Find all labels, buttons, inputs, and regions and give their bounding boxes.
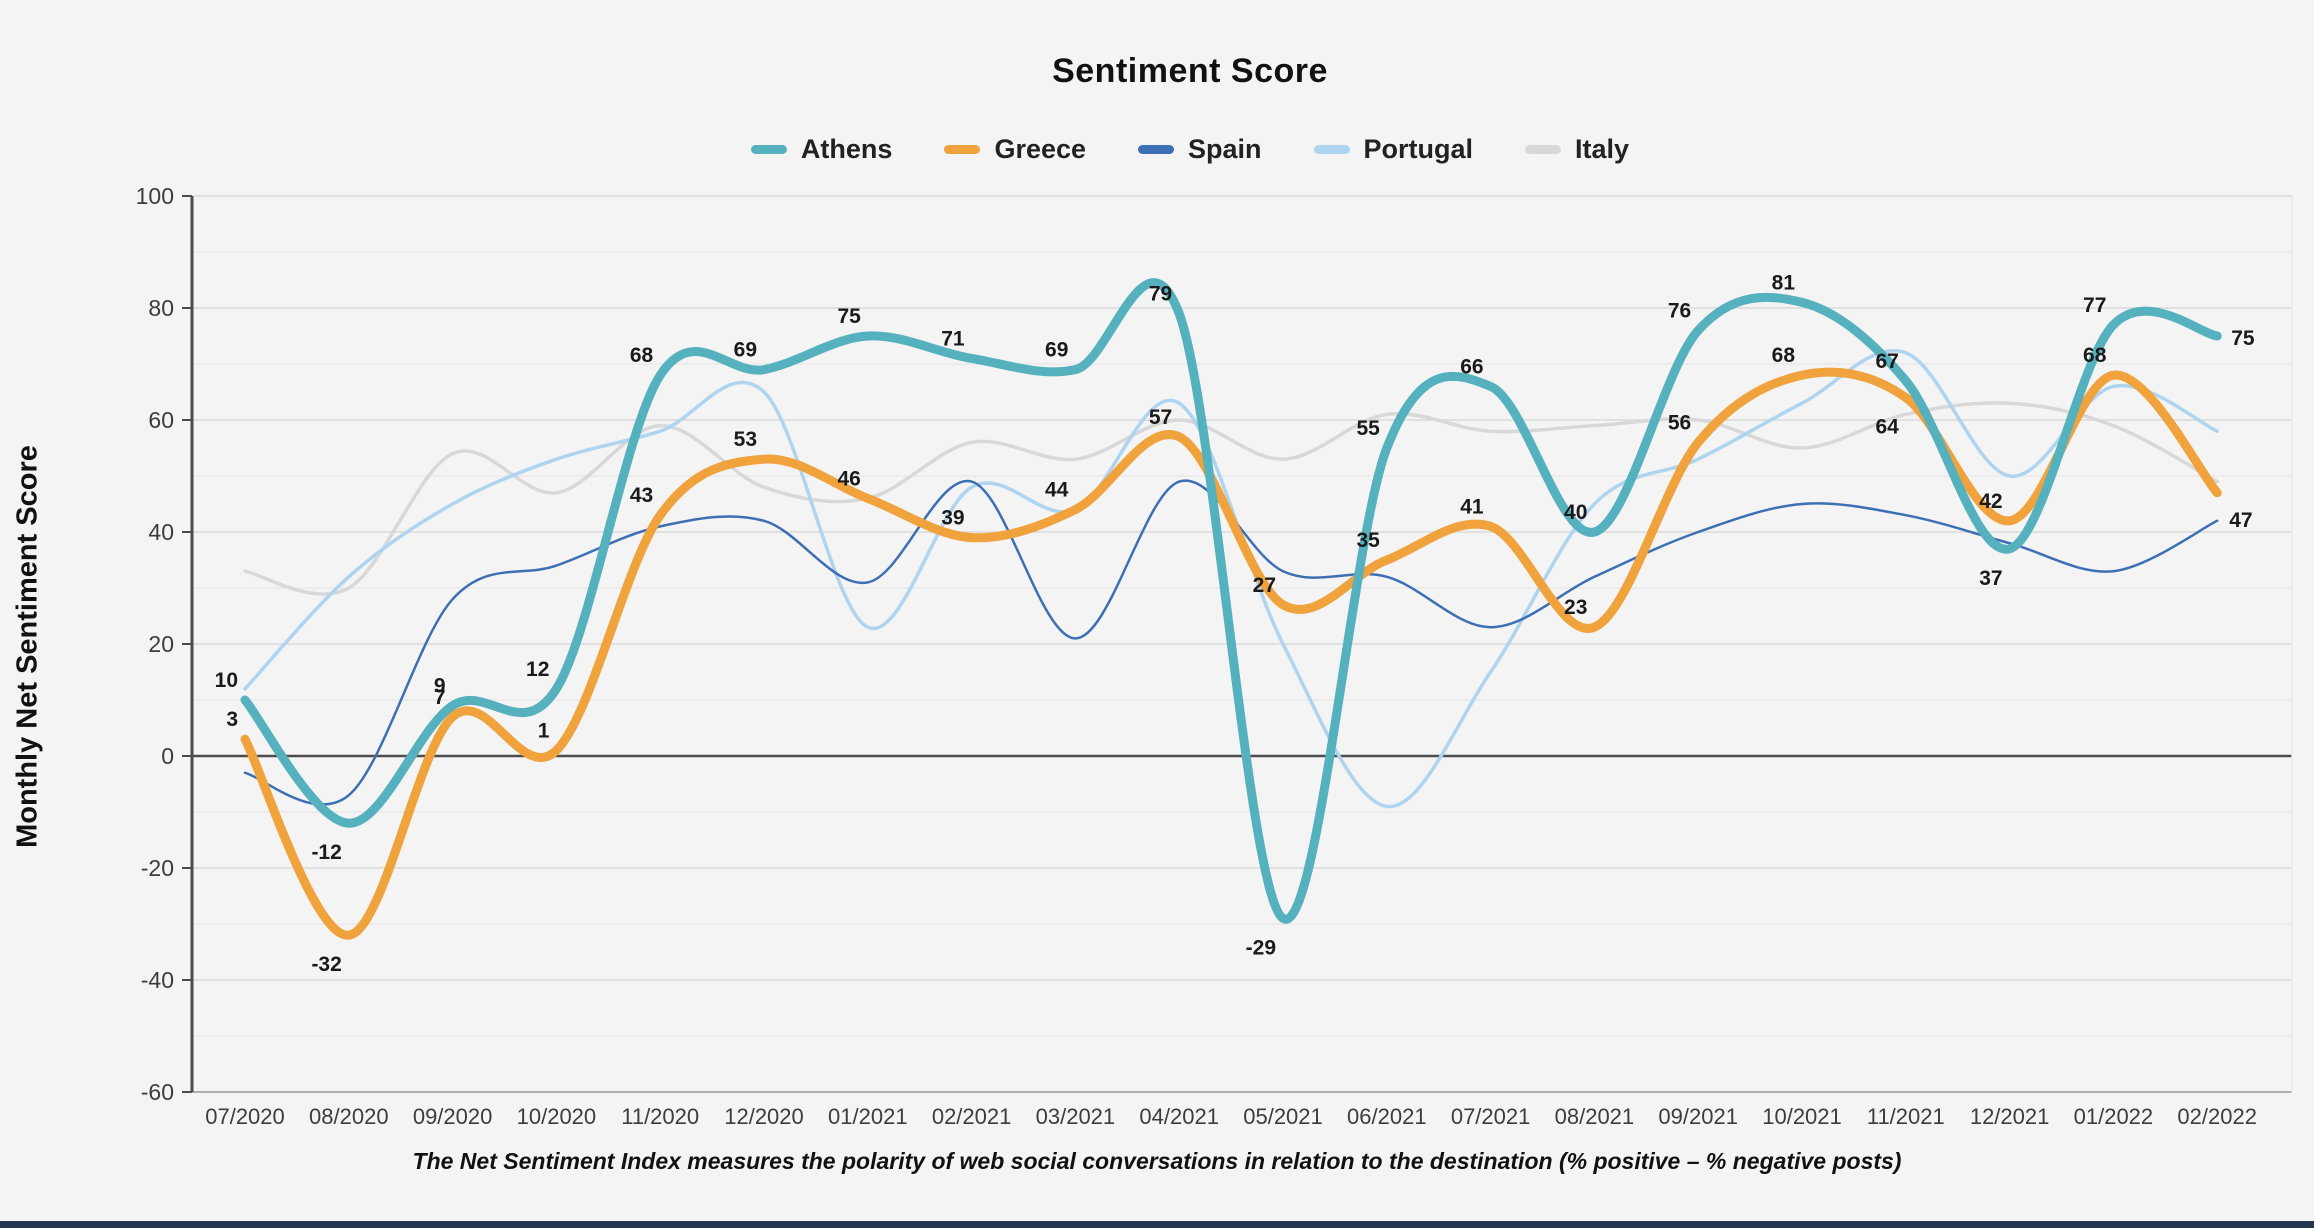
data-label-greece: 27 (1253, 574, 1276, 597)
data-label-greece: 39 (941, 507, 964, 530)
x-tick-label: 03/2021 (1036, 1104, 1116, 1129)
chart-footnote: The Net Sentiment Index measures the pol… (412, 1148, 1902, 1174)
x-tick-label: 07/2021 (1451, 1104, 1531, 1129)
x-tick-label: 12/2021 (1970, 1104, 2050, 1129)
x-tick-label: 08/2021 (1555, 1104, 1635, 1129)
data-label-athens: 75 (837, 305, 861, 328)
y-tick-label: 40 (148, 519, 174, 545)
x-tick-label: 05/2021 (1243, 1104, 1323, 1129)
data-label-greece: 68 (1772, 344, 1796, 367)
data-label-athens: 76 (1668, 299, 1691, 322)
legend-swatch-greece (944, 145, 981, 154)
y-tick-label: 80 (148, 295, 174, 321)
y-tick-label: 0 (161, 743, 174, 769)
data-label-athens: 10 (215, 669, 238, 692)
x-tick-label: 09/2020 (413, 1104, 493, 1129)
y-axis-ticks: 100 80 60 40 20 0 -20 -40 -60 (136, 183, 192, 1105)
data-label-athens: 66 (1460, 355, 1483, 378)
series-line-italy (243, 401, 2219, 596)
data-label-athens: 9 (434, 675, 446, 698)
y-tick-label: -20 (141, 855, 174, 881)
data-label-athens: 40 (1564, 501, 1587, 524)
y-tick-label: -40 (141, 967, 174, 993)
x-tick-label: 07/2020 (205, 1104, 285, 1129)
series-line-athens (240, 278, 2222, 924)
data-label-greece: 64 (1875, 416, 1899, 439)
x-tick-label: 08/2020 (309, 1104, 389, 1129)
legend-swatch-portugal (1313, 145, 1350, 154)
data-label-greece: 41 (1460, 495, 1484, 518)
y-tick-label: -60 (141, 1079, 174, 1105)
data-label-greece: 35 (1356, 529, 1380, 552)
data-label-greece: 7 (434, 686, 446, 709)
data-label-greece: 44 (1045, 479, 1069, 502)
data-label-athens: 67 (1875, 350, 1898, 373)
data-label-greece: 1 (538, 719, 550, 742)
data-label-greece: 56 (1668, 411, 1691, 434)
legend-swatch-spain (1138, 145, 1175, 154)
chart-title: Sentiment Score (1052, 52, 1328, 90)
x-tick-label: 10/2021 (1762, 1104, 1842, 1129)
gridlines (192, 195, 2292, 1093)
x-tick-label: 12/2020 (724, 1104, 804, 1129)
x-tick-label: 01/2021 (828, 1104, 908, 1129)
legend-item-portugal[interactable]: Portugal (1313, 134, 1474, 165)
legend-label: Athens (800, 134, 893, 164)
data-label-greece: -32 (311, 953, 341, 976)
data-label-greece: 57 (1149, 406, 1172, 429)
x-tick-label: 02/2021 (932, 1104, 1012, 1129)
data-label-greece: 3 (226, 708, 238, 731)
data-label-greece: 43 (630, 484, 653, 507)
data-label-athens: 69 (1045, 339, 1068, 362)
x-tick-label: 09/2021 (1658, 1104, 1738, 1129)
data-label-greece: 42 (1979, 490, 2002, 513)
data-label-athens: 55 (1356, 417, 1380, 440)
data-labels-greece: 3 -32 7 1 43 53 46 39 44 57 27 35 41 23 56 68 64 42 68 47 (226, 344, 2252, 976)
legend-label: Portugal (1363, 134, 1474, 164)
data-label-athens: 75 (2231, 327, 2255, 350)
data-label-athens: 71 (941, 327, 965, 350)
x-tick-label: 06/2021 (1347, 1104, 1427, 1129)
data-label-athens: 79 (1149, 283, 1172, 306)
x-tick-label: 11/2021 (1867, 1104, 1945, 1129)
data-label-athens: -12 (311, 841, 341, 864)
data-label-greece: 23 (1564, 596, 1587, 619)
x-tick-label: 10/2020 (517, 1104, 597, 1129)
bottom-accent-bar (0, 1221, 2314, 1228)
series-line-spain (243, 479, 2219, 806)
legend-swatch-italy (1525, 145, 1562, 154)
y-tick-label: 60 (148, 407, 174, 433)
legend-label: Italy (1575, 134, 1630, 164)
legend-item-italy[interactable]: Italy (1525, 134, 1629, 165)
legend-swatch-athens (750, 145, 787, 154)
x-tick-label: 11/2020 (621, 1104, 699, 1129)
legend-item-athens[interactable]: Athens (750, 134, 893, 165)
chart-legend: Athens Greece Spain Portugal Italy (90, 134, 2290, 165)
x-tick-label: 04/2021 (1139, 1104, 1219, 1129)
y-tick-label: 100 (136, 183, 174, 209)
data-label-athens: 81 (1772, 271, 1796, 294)
data-label-athens: -29 (1246, 936, 1276, 959)
data-label-greece: 47 (2229, 509, 2252, 532)
x-axis-labels: 07/2020 08/2020 09/2020 10/2020 11/2020 12/20… (205, 1104, 2257, 1129)
x-tick-label: 01/2022 (2074, 1104, 2154, 1129)
legend-label: Greece (994, 134, 1087, 164)
y-tick-label: 20 (148, 631, 174, 657)
data-label-greece: 53 (734, 428, 757, 451)
data-label-athens: 12 (526, 658, 549, 681)
data-label-greece: 68 (2083, 344, 2107, 367)
x-tick-label: 02/2022 (2177, 1104, 2257, 1129)
data-label-athens: 37 (1979, 567, 2002, 590)
data-label-greece: 46 (837, 467, 860, 490)
series-line-greece (240, 367, 2222, 940)
legend-item-spain[interactable]: Spain (1138, 134, 1262, 165)
data-label-athens: 68 (630, 344, 654, 367)
legend-label: Spain (1188, 134, 1262, 164)
data-label-athens: 69 (734, 339, 757, 362)
legend-item-greece[interactable]: Greece (944, 134, 1086, 165)
data-label-athens: 77 (2083, 294, 2106, 317)
